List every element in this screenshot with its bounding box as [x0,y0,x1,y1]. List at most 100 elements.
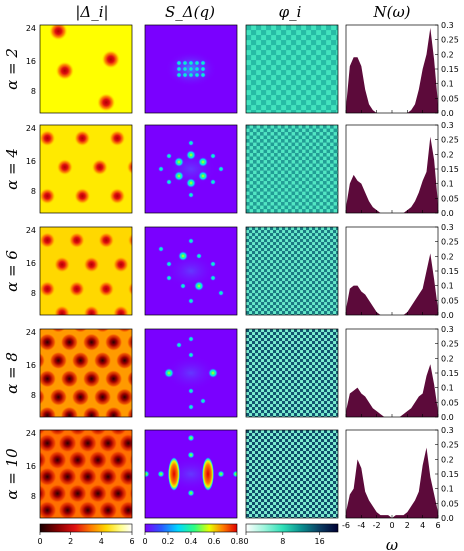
dos-x-tick-label: -4 [357,521,365,530]
header-structure-factor: S_Δ(q) [165,3,215,21]
abs-delta-map [40,329,132,417]
panel-row-2: α = 2 24 16 8 0.3 0.25 0.2 0.15 0.1 0.05 0.0 [3,21,459,118]
vortex-hole [40,333,56,351]
dos-y-tick-label: 0.3 [441,223,454,232]
vortex-hole [58,434,77,453]
map-tick-label: 16 [26,259,36,268]
structure-factor-peak [158,246,164,252]
vortex-hole [129,453,132,467]
vortex-hole [98,232,115,249]
vortex-hole [116,388,132,406]
colorbar-structure-factor: 0 0.2 0.4 0.6 0.8 [142,523,243,546]
phi-map [246,329,338,417]
vortex-hole [78,467,97,486]
vortex-hole [73,329,88,333]
dos-x-tick-label: 6 [435,521,440,530]
vortex-hole [40,430,46,435]
dos-area-alpha-6 [346,253,438,315]
dos-area-alpha-10 [346,447,438,518]
dos-y-tick-label: 0.1 [441,180,454,189]
vortex-hole [49,351,67,369]
vortex-hole [69,430,86,436]
dos-y-tick-label: 0.05 [441,398,459,407]
dos-y-tick-label: 0.0 [441,109,454,118]
vortex-hole [94,388,112,406]
structure-factor-map [145,329,237,417]
vortex-hole [98,280,115,297]
dos-x-tick-label: -6 [342,521,350,530]
vortex-hole [40,329,44,332]
structure-factor-peak [188,352,194,358]
structure-factor-peak [210,275,216,281]
dos-y-tick-label: 0.0 [441,311,454,320]
structure-factor-peak [188,238,194,244]
map-tick-label: 16 [26,361,36,370]
vortex-hole [130,430,132,433]
header-abs-delta: |Δ_i| [75,3,108,21]
map-tick-label: 8 [31,391,36,400]
vortex-hole [97,93,116,112]
vortex-hole [40,280,56,297]
vortex-hole [129,487,132,500]
vortex-hole [40,130,56,147]
vortex-hole [40,310,41,315]
vortex-hole [127,281,132,297]
map-tick-label: 8 [31,492,36,501]
vortex-hole [40,467,57,486]
structure-factor-map [145,227,237,315]
vortex-hole [78,501,97,518]
dos-y-tick-label: 0.25 [441,441,459,450]
structure-factor-peak [176,66,182,72]
vortex-hole [83,406,101,417]
colorbar-tick-label: 0 [243,537,248,546]
structure-factor-peak [232,470,237,478]
structure-factor-peak [188,388,194,394]
structure-factor-peak [194,60,200,66]
vortex-hole [89,430,107,436]
structure-factor-peak [208,368,218,378]
dos-y-tick-label: 0.3 [441,325,454,334]
structure-factor-peak [188,192,194,198]
map-tick-label: 8 [31,87,36,96]
dos-area-alpha-4 [346,136,438,213]
vortex-hole [105,370,123,388]
dos-y-tick-label: 0.0 [441,514,454,523]
vortex-hole [116,351,132,369]
vortex-hole [79,535,97,551]
structure-factor-peak [166,275,172,281]
vortex-hole [112,305,129,315]
phi-map [246,25,338,113]
dos-y-tick-label: 0.2 [441,150,454,159]
dos-y-tick-label: 0.25 [441,36,459,45]
structure-factor-peak [218,290,224,296]
vortex-hole [49,25,68,41]
vortex-hole [58,467,77,486]
dos-x-tick-label: 2 [405,521,410,530]
vortex-hole [109,130,126,147]
structure-factor-peak [180,283,186,289]
dos-area-alpha-2 [346,27,438,113]
colorbar-phi: 0 8 16 [243,523,339,546]
vortex-hole [83,256,100,273]
structure-factor-peak [210,261,216,267]
header-phi: φ_i [279,3,302,21]
structure-factor-peak [194,72,200,78]
map-tick-label: 24 [26,24,36,33]
structure-factor-peak [158,166,164,172]
dos-y-tick-label: 0.1 [441,282,454,291]
structure-factor-peak [200,60,206,66]
vortex-hole [119,501,132,518]
structure-factor-peak [198,157,208,167]
vortex-hole [119,467,132,486]
structure-factor-peak [174,157,184,167]
dos-y-tick-label: 0.3 [441,426,454,435]
dos-x-tick-label: 0 [389,521,394,530]
vortex-hole [25,208,41,224]
vortex-hole [54,305,71,315]
vortex-hole [101,50,120,69]
row-label-alpha-10: α = 10 [3,448,21,500]
colorbar-tick-label: 0 [37,537,42,546]
vortex-hole [68,232,85,249]
structure-factor-map [145,25,237,113]
